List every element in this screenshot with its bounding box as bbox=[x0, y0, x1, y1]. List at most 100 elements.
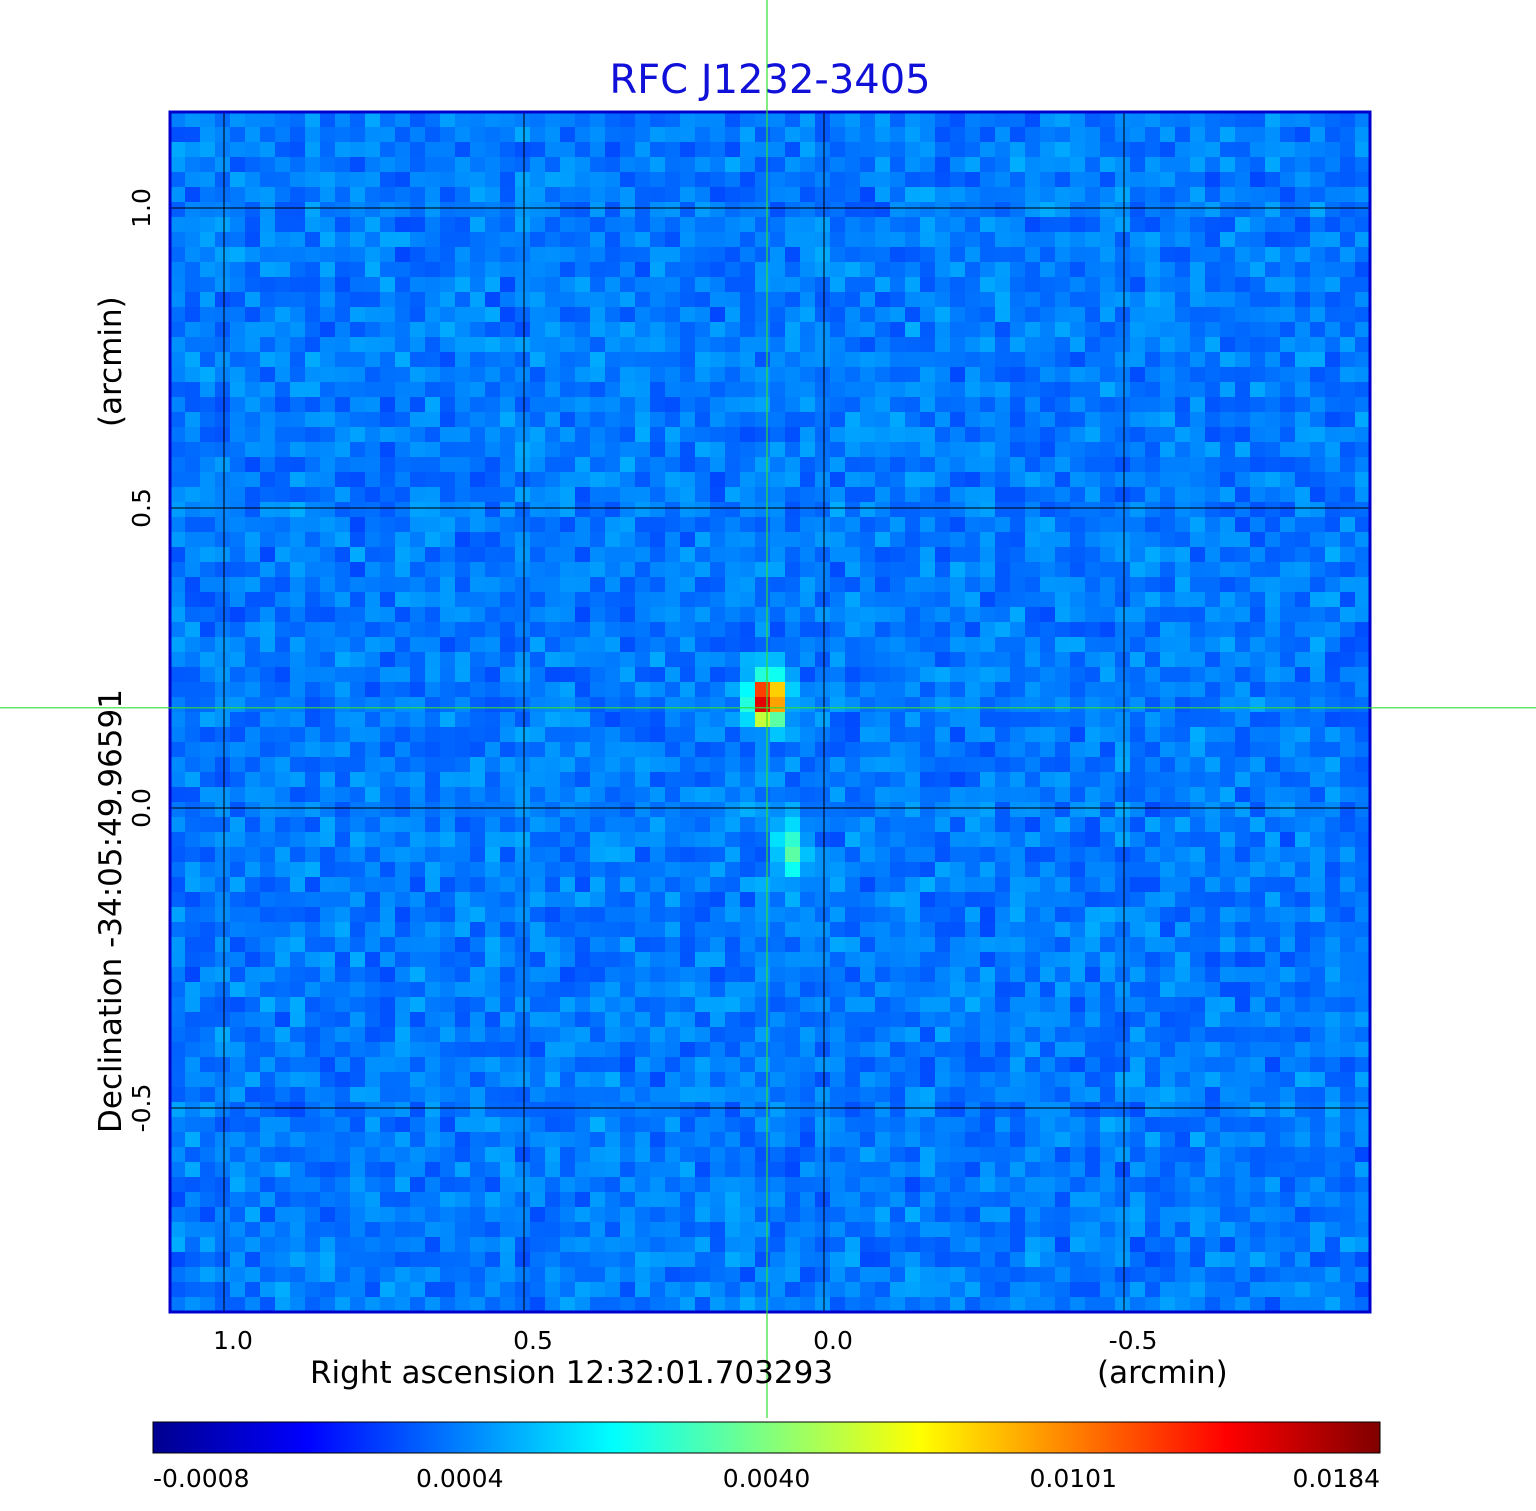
heatmap-cell bbox=[230, 937, 246, 953]
heatmap-cell bbox=[1220, 862, 1236, 878]
heatmap-cell bbox=[515, 322, 531, 338]
heatmap-cell bbox=[380, 322, 396, 338]
heatmap-cell bbox=[605, 652, 621, 668]
heatmap-cell bbox=[1070, 472, 1086, 488]
heatmap-cell bbox=[785, 862, 801, 878]
heatmap-cell bbox=[515, 217, 531, 233]
heatmap-cell bbox=[440, 442, 456, 458]
heatmap-cell bbox=[410, 997, 426, 1013]
heatmap-cell bbox=[1265, 352, 1281, 368]
heatmap-cell bbox=[1130, 697, 1146, 713]
heatmap-cell bbox=[605, 127, 621, 143]
heatmap-cell bbox=[875, 517, 891, 533]
heatmap-cell bbox=[770, 847, 786, 863]
heatmap-cell bbox=[260, 877, 276, 893]
heatmap-cell bbox=[395, 247, 411, 263]
heatmap-cell bbox=[200, 382, 216, 398]
heatmap-cell bbox=[1055, 217, 1071, 233]
heatmap-cell bbox=[620, 457, 636, 473]
heatmap-cell bbox=[785, 442, 801, 458]
heatmap-cell bbox=[1085, 817, 1101, 833]
heatmap-cell bbox=[515, 772, 531, 788]
heatmap-cell bbox=[470, 292, 486, 308]
heatmap-cell bbox=[1115, 547, 1131, 563]
heatmap-cell bbox=[770, 607, 786, 623]
heatmap-cell bbox=[680, 172, 696, 188]
heatmap-cell bbox=[785, 172, 801, 188]
heatmap-cell bbox=[1025, 112, 1041, 128]
heatmap-cell bbox=[1115, 817, 1131, 833]
heatmap-cell bbox=[1205, 682, 1221, 698]
heatmap-cell bbox=[1100, 637, 1116, 653]
heatmap-cell bbox=[500, 427, 516, 443]
heatmap-cell bbox=[860, 757, 876, 773]
heatmap-cell bbox=[470, 682, 486, 698]
heatmap-cell bbox=[860, 442, 876, 458]
heatmap-cell bbox=[200, 352, 216, 368]
heatmap-cell bbox=[1115, 487, 1131, 503]
heatmap-cell bbox=[575, 457, 591, 473]
heatmap-cell bbox=[1205, 247, 1221, 263]
heatmap-cell bbox=[410, 217, 426, 233]
heatmap-cell bbox=[230, 727, 246, 743]
heatmap-cell bbox=[200, 952, 216, 968]
heatmap-cell bbox=[1295, 577, 1311, 593]
heatmap-cell bbox=[305, 517, 321, 533]
heatmap-cell bbox=[1190, 157, 1206, 173]
heatmap-cell bbox=[425, 367, 441, 383]
heatmap-cell bbox=[665, 142, 681, 158]
heatmap-cell bbox=[830, 292, 846, 308]
heatmap-cell bbox=[335, 577, 351, 593]
heatmap-cell bbox=[545, 532, 561, 548]
heatmap-cell bbox=[785, 517, 801, 533]
heatmap-cell bbox=[1040, 397, 1056, 413]
heatmap-cell bbox=[845, 742, 861, 758]
heatmap-cell bbox=[380, 682, 396, 698]
heatmap-cell bbox=[995, 592, 1011, 608]
heatmap-cell bbox=[680, 697, 696, 713]
heatmap-cell bbox=[905, 112, 921, 128]
heatmap-cell bbox=[245, 307, 261, 323]
heatmap-cell bbox=[1130, 217, 1146, 233]
heatmap-cell bbox=[725, 412, 741, 428]
heatmap-cell bbox=[905, 127, 921, 143]
heatmap-cell bbox=[950, 667, 966, 683]
heatmap-cell bbox=[470, 592, 486, 608]
heatmap-cell bbox=[635, 802, 651, 818]
heatmap-cell bbox=[1010, 772, 1026, 788]
heatmap-cell bbox=[320, 487, 336, 503]
heatmap-cell bbox=[485, 412, 501, 428]
heatmap-cell bbox=[1265, 187, 1281, 203]
heatmap-cell bbox=[1295, 592, 1311, 608]
heatmap-cell bbox=[755, 832, 771, 848]
heatmap-cell bbox=[1070, 802, 1086, 818]
heatmap-cell bbox=[485, 277, 501, 293]
heatmap-cell bbox=[935, 802, 951, 818]
heatmap-cell bbox=[275, 382, 291, 398]
heatmap-cell bbox=[1175, 892, 1191, 908]
heatmap-cell bbox=[710, 1042, 726, 1058]
heatmap-cell bbox=[515, 862, 531, 878]
heatmap-cell bbox=[470, 742, 486, 758]
heatmap-cell bbox=[740, 907, 756, 923]
heatmap-cell bbox=[950, 157, 966, 173]
heatmap-cell bbox=[215, 637, 231, 653]
heatmap-cell bbox=[1310, 832, 1326, 848]
heatmap-cell bbox=[350, 487, 366, 503]
heatmap-cell bbox=[890, 682, 906, 698]
heatmap-cell bbox=[500, 667, 516, 683]
heatmap-cell bbox=[800, 637, 816, 653]
heatmap-cell bbox=[1010, 337, 1026, 353]
heatmap-cell bbox=[230, 712, 246, 728]
heatmap-cell bbox=[800, 142, 816, 158]
heatmap-cell bbox=[695, 982, 711, 998]
heatmap-cell bbox=[710, 577, 726, 593]
heatmap-cell bbox=[455, 577, 471, 593]
heatmap-cell bbox=[1310, 247, 1326, 263]
heatmap-cell bbox=[470, 1012, 486, 1028]
heatmap-cell bbox=[245, 937, 261, 953]
heatmap-cell bbox=[1160, 997, 1176, 1013]
heatmap-cell bbox=[1100, 532, 1116, 548]
heatmap-cell bbox=[995, 982, 1011, 998]
heatmap-cell bbox=[275, 667, 291, 683]
